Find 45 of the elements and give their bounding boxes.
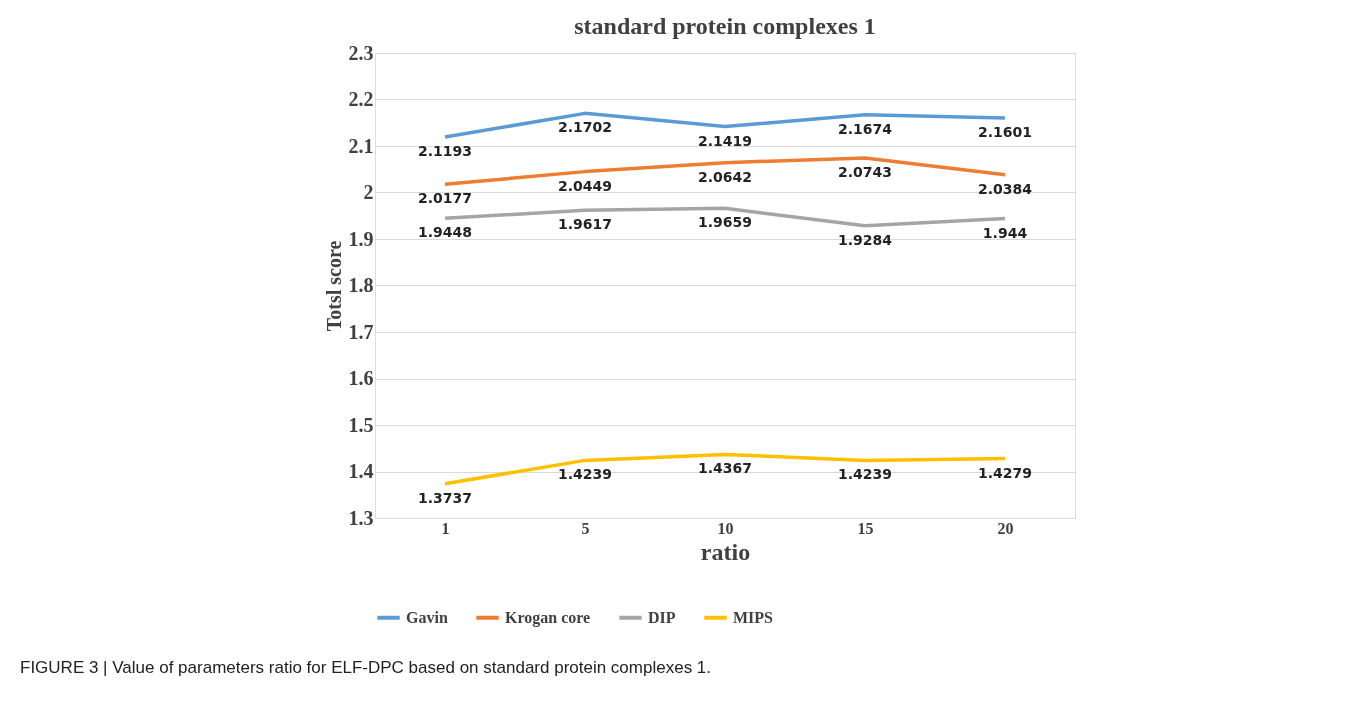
chart-title: standard protein complexes 1 xyxy=(574,13,876,39)
data-label: 1.4367 xyxy=(697,460,753,477)
x-tick-label: 1 xyxy=(441,519,450,537)
y-tick-label: 2.3 xyxy=(348,41,374,64)
y-tick-label: 2 xyxy=(363,181,374,203)
y-tick-label: 2.2 xyxy=(348,88,374,110)
y-tick-label: 2.1 xyxy=(348,134,374,157)
data-label: 1.944 xyxy=(982,224,1028,241)
x-tick-label: 5 xyxy=(581,519,590,537)
y-tick-label: 1.6 xyxy=(348,367,374,389)
y-axis-title: Totsl score xyxy=(322,240,345,332)
data-label: 2.0384 xyxy=(977,180,1033,197)
data-label: 1.4239 xyxy=(557,466,613,483)
data-label: 1.3737 xyxy=(417,489,473,506)
data-label: 2.1674 xyxy=(837,120,893,137)
legend-label: DIP xyxy=(648,608,676,626)
legend-label: MIPS xyxy=(733,608,774,626)
y-tick-label: 1.4 xyxy=(348,460,374,482)
x-tick-label: 15 xyxy=(857,519,874,537)
y-tick-label: 1.5 xyxy=(348,413,374,436)
legend-label: Krogan core xyxy=(505,608,591,627)
data-label: 2.1702 xyxy=(557,119,613,136)
legend-label: Gavin xyxy=(406,608,448,626)
data-label: 2.1419 xyxy=(697,132,753,149)
data-label: 2.0743 xyxy=(837,163,893,180)
data-label: 1.4239 xyxy=(837,466,893,483)
y-tick-label: 1.7 xyxy=(348,320,374,343)
line-series xyxy=(443,206,1007,228)
y-tick-label: 1.8 xyxy=(348,274,374,296)
caption: FIGURE 3 | Value of parameters ratio for ELF-DPC based on standard protein complexes 1. xyxy=(20,658,712,677)
data-label: 2.1193 xyxy=(417,143,473,160)
x-tick-label: 20 xyxy=(997,519,1014,537)
data-label: 1.9448 xyxy=(417,224,473,241)
y-tick-label: 1.3 xyxy=(348,506,374,529)
data-label: 1.9659 xyxy=(697,214,753,231)
data-label: 1.9284 xyxy=(837,231,893,248)
data-label: 2.0177 xyxy=(417,190,473,207)
data-label: 2.0449 xyxy=(557,177,613,194)
x-axis-title: ratio xyxy=(700,538,751,565)
x-tick-label: 10 xyxy=(717,519,734,537)
data-label: 2.0642 xyxy=(697,168,753,185)
data-label: 2.1601 xyxy=(977,124,1033,141)
y-tick-label: 1.9 xyxy=(348,227,374,250)
data-label: 1.9617 xyxy=(557,216,613,233)
data-label: 1.4279 xyxy=(977,464,1033,481)
